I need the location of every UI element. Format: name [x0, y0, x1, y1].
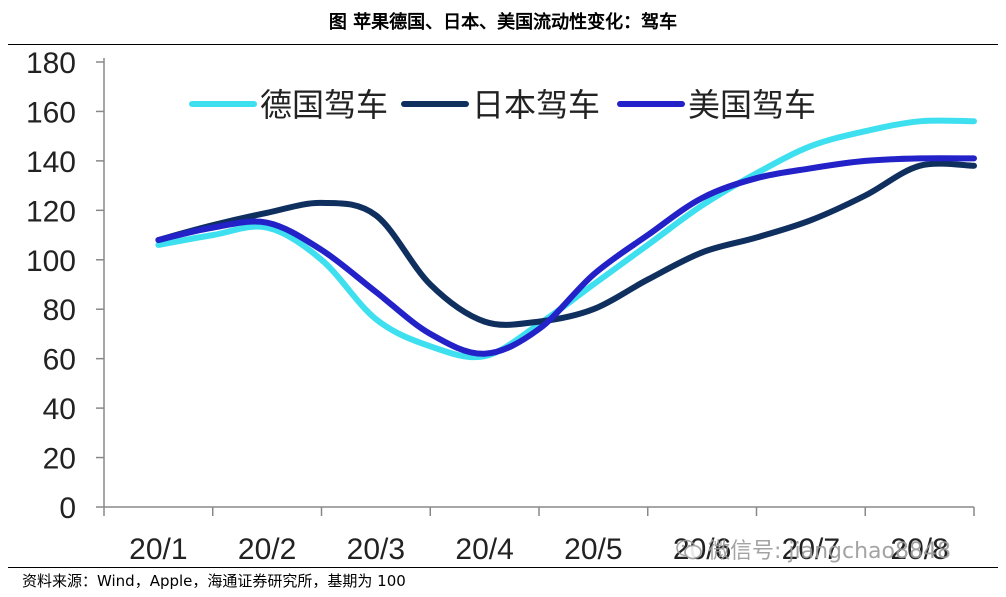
y-tick-label: 20: [43, 443, 76, 476]
x-tick-label: 20/6: [673, 533, 731, 566]
footer-divider: [8, 567, 998, 568]
y-tick-label: 180: [26, 47, 76, 80]
series-line-3: [155, 155, 977, 357]
watermark: 微信号: jiangchao8848: [676, 533, 951, 565]
x-tick-label: 20/3: [347, 533, 405, 566]
series-line-1: [155, 117, 977, 361]
x-tick-label: 20/8: [890, 533, 948, 566]
y-tick-label: 160: [26, 96, 76, 129]
source-note: 资料来源：Wind，Apple，海通证券研究所，基期为 100: [22, 572, 406, 590]
title-divider: [8, 44, 998, 45]
legend: 德国驾车 日本驾车 美国驾车: [189, 86, 816, 124]
legend-label-2: 日本驾车: [472, 86, 600, 124]
legend-label-3: 美国驾车: [688, 86, 816, 124]
wechat-icon: [676, 539, 702, 560]
series-lines: [155, 117, 977, 361]
y-tick-label: 100: [26, 245, 76, 278]
y-tick-label: 60: [43, 344, 76, 377]
chart-title: 图 苹果德国、日本、美国流动性变化：驾车: [328, 12, 678, 33]
y-tick-label: 120: [26, 195, 76, 228]
x-axis-ticks: 20/1 20/2 20/3 20/4 20/5 20/6 20/7 20/8: [103, 507, 975, 566]
x-tick-label: 20/4: [455, 533, 513, 566]
x-tick-label: 20/7: [782, 533, 840, 566]
series-line-2: [155, 160, 977, 328]
x-tick-label: 20/2: [238, 533, 296, 566]
watermark-text: 微信号: jiangchao8848: [708, 539, 951, 564]
y-tick-label: 0: [59, 492, 76, 525]
y-axis-ticks: 0 20 40 60 80 100 120 140 160 180: [26, 47, 104, 525]
x-tick-label: 20/5: [564, 533, 622, 566]
y-tick-label: 140: [26, 146, 76, 179]
x-tick-label: 20/1: [129, 533, 187, 566]
y-tick-label: 40: [43, 393, 76, 426]
y-tick-label: 80: [43, 294, 76, 327]
legend-label-1: 德国驾车: [260, 86, 388, 124]
axes: [103, 58, 974, 508]
